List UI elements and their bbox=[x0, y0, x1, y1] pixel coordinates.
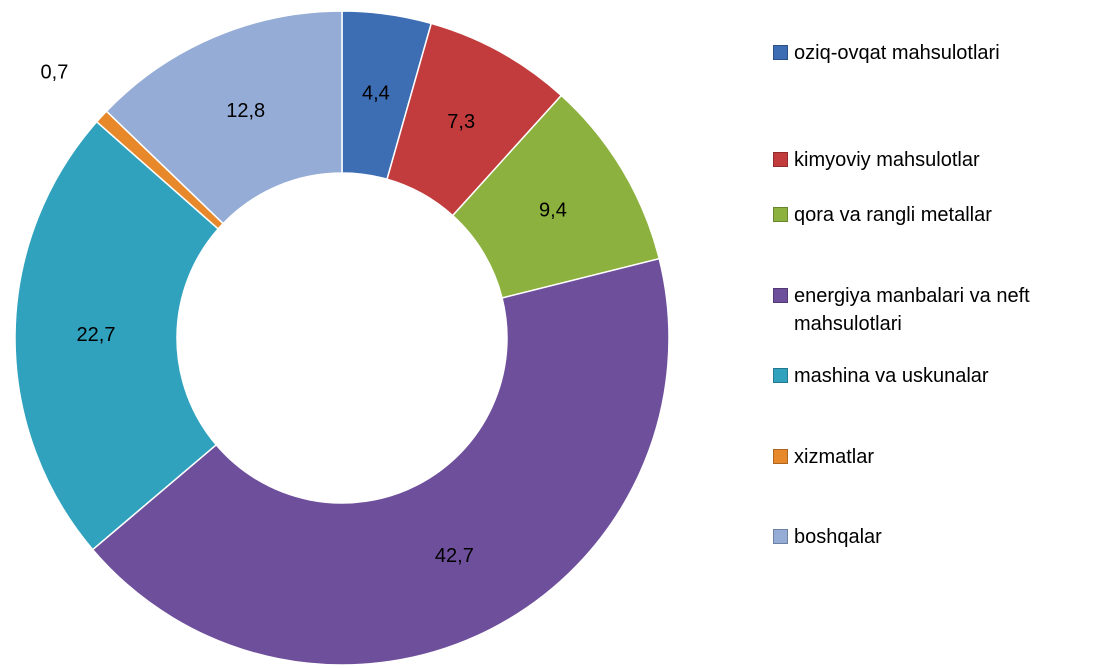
donut-segment bbox=[14, 120, 220, 551]
legend-swatch bbox=[773, 449, 788, 464]
legend-label: energiya manbalari va neft mahsulotlari bbox=[794, 285, 1030, 335]
legend-item: boshqalar bbox=[773, 523, 1083, 551]
legend-label: xizmatlar bbox=[794, 446, 875, 468]
data-label: 12,8 bbox=[226, 100, 265, 122]
data-label: 22,7 bbox=[77, 324, 116, 346]
legend-swatch bbox=[773, 45, 788, 60]
data-label: 4,4 bbox=[362, 83, 390, 105]
data-label: 7,3 bbox=[447, 111, 475, 133]
legend-label: oziq-ovqat mahsulotlari bbox=[794, 42, 1000, 64]
legend-swatch bbox=[773, 529, 788, 544]
legend-swatch bbox=[773, 207, 788, 222]
data-label: 9,4 bbox=[539, 200, 567, 222]
legend-swatch bbox=[773, 288, 788, 303]
legend-label: mashina va uskunalar bbox=[794, 365, 989, 387]
legend-label: kimyoviy mahsulotlar bbox=[794, 149, 980, 171]
legend-item: qora va rangli metallar bbox=[773, 201, 1083, 229]
legend-item: oziq-ovqat mahsulotlari bbox=[773, 39, 1083, 67]
legend-swatch bbox=[773, 368, 788, 383]
donut-segment bbox=[91, 257, 670, 666]
donut-segment bbox=[105, 10, 343, 225]
legend-label: boshqalar bbox=[794, 526, 882, 548]
legend-swatch bbox=[773, 152, 788, 167]
legend-item: kimyoviy mahsulotlar bbox=[773, 146, 1083, 174]
legend-label: qora va rangli metallar bbox=[794, 204, 992, 226]
data-label: 0,7 bbox=[41, 61, 69, 83]
legend-item: energiya manbalari va neft mahsulotlari bbox=[773, 282, 1083, 338]
legend-item: mashina va uskunalar bbox=[773, 362, 1083, 390]
data-label: 42,7 bbox=[435, 545, 474, 567]
legend-item: xizmatlar bbox=[773, 443, 1083, 471]
